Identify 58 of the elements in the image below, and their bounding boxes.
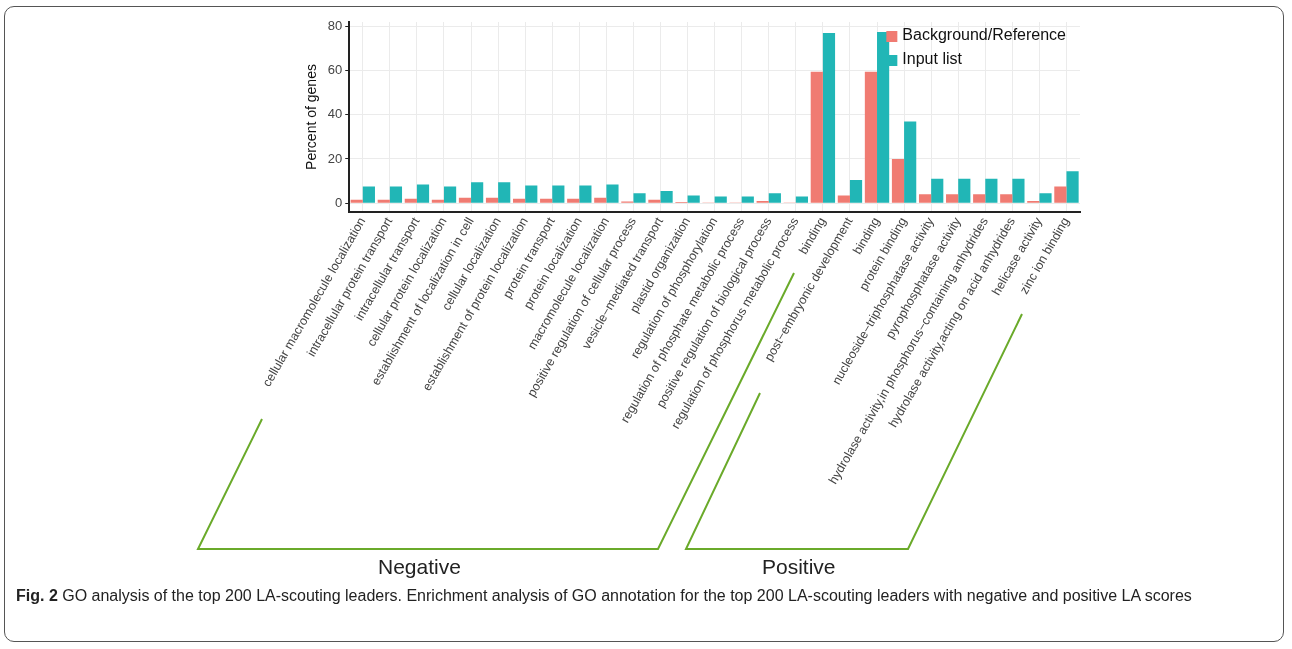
caption: Fig. 2: [16, 587, 58, 604]
bar: [931, 178, 944, 203]
bar: [810, 71, 823, 203]
y-tick-label: 0: [335, 194, 343, 210]
bar: [633, 193, 646, 203]
bar: [904, 121, 917, 203]
bar: [485, 197, 499, 203]
bar: [594, 197, 607, 203]
text: Negative: [378, 555, 461, 579]
legend-label: Input list: [902, 50, 963, 68]
bar: [891, 158, 905, 203]
bar: [540, 198, 553, 203]
bar: [552, 185, 565, 203]
bar: [741, 196, 754, 203]
bar: [1054, 186, 1067, 203]
bar: [377, 199, 390, 203]
bar: [973, 194, 986, 203]
bar: [660, 191, 673, 203]
bar: [362, 186, 375, 203]
bar: [849, 179, 863, 203]
bar: [648, 199, 661, 203]
bar: [837, 195, 850, 203]
y-tick-label: 40: [327, 106, 343, 122]
text: Positive: [762, 555, 836, 579]
bar: [389, 186, 403, 203]
bar: [1066, 171, 1079, 203]
bar: [525, 185, 538, 203]
bar: [918, 194, 932, 203]
bar: [443, 186, 457, 203]
bar: [350, 199, 363, 203]
bar: [431, 199, 444, 203]
bar: [606, 184, 619, 203]
y-tick-label: 20: [327, 150, 343, 166]
bar: [567, 198, 580, 203]
text: GO analysis of the top 200 LA-scouting leaders. Enrichment analysis of GO annotation for the top 200 LA-scouting leaders with negative and positive LA scores: [62, 587, 1192, 604]
bar: [579, 185, 592, 203]
bar: [958, 178, 971, 203]
legend-label: Background/Reference: [902, 26, 1067, 44]
bar: [687, 195, 700, 203]
y-axis-title: Percent of genes: [303, 64, 320, 170]
bar: [1012, 178, 1025, 203]
bar: [404, 198, 417, 203]
bar: [946, 194, 959, 203]
bar: [985, 178, 998, 203]
bar: [822, 33, 836, 203]
bar: [1000, 194, 1013, 203]
bar: [1039, 193, 1052, 203]
bar: [458, 197, 472, 203]
bar: [416, 184, 430, 203]
bar: [513, 198, 526, 203]
bar: [498, 182, 511, 203]
bar: [471, 182, 484, 203]
bar: [768, 193, 781, 203]
y-tick-label: 80: [327, 18, 343, 33]
bar: [795, 196, 808, 203]
bar: [714, 196, 727, 203]
y-tick-label: 60: [327, 62, 343, 78]
bar: [864, 71, 878, 203]
